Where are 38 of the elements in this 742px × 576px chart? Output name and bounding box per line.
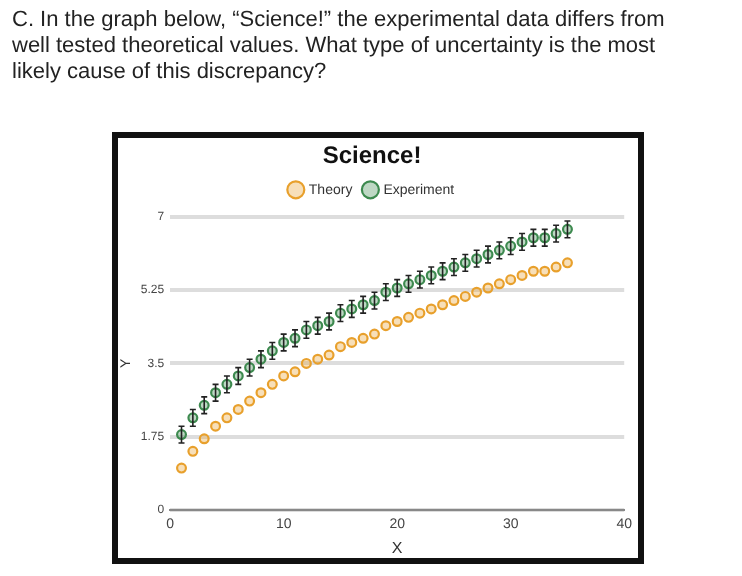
point <box>232 403 244 415</box>
point <box>210 420 222 432</box>
point <box>266 378 278 390</box>
point <box>176 462 188 474</box>
point <box>380 320 392 332</box>
point <box>471 286 483 298</box>
point <box>448 295 460 307</box>
point <box>357 332 369 344</box>
point <box>527 265 539 277</box>
point <box>187 445 199 457</box>
point <box>437 299 449 311</box>
point <box>334 341 346 353</box>
point <box>323 349 335 361</box>
point <box>550 261 562 273</box>
point <box>414 307 426 319</box>
point <box>289 366 301 378</box>
point <box>198 433 210 445</box>
point <box>459 290 471 302</box>
point <box>244 395 256 407</box>
point <box>482 282 494 294</box>
point <box>255 387 267 399</box>
chart-title: C. In the graph below, “Science!” the experimental data differs from well tested theoretical values. What type of uncertainty is the most likely cause of this discrepancy? <box>12 8 667 86</box>
point <box>278 370 290 382</box>
point <box>403 311 415 323</box>
point <box>368 328 380 340</box>
point <box>493 278 505 290</box>
point <box>425 303 437 315</box>
point <box>505 274 517 286</box>
chart-subtitle: Science! <box>322 141 422 170</box>
point <box>300 357 312 369</box>
point <box>539 265 551 277</box>
x-axis-title: X <box>391 538 404 557</box>
point <box>561 257 573 269</box>
point <box>391 316 403 328</box>
point <box>346 336 358 348</box>
point <box>516 269 528 281</box>
point <box>221 412 233 424</box>
point <box>312 353 324 365</box>
